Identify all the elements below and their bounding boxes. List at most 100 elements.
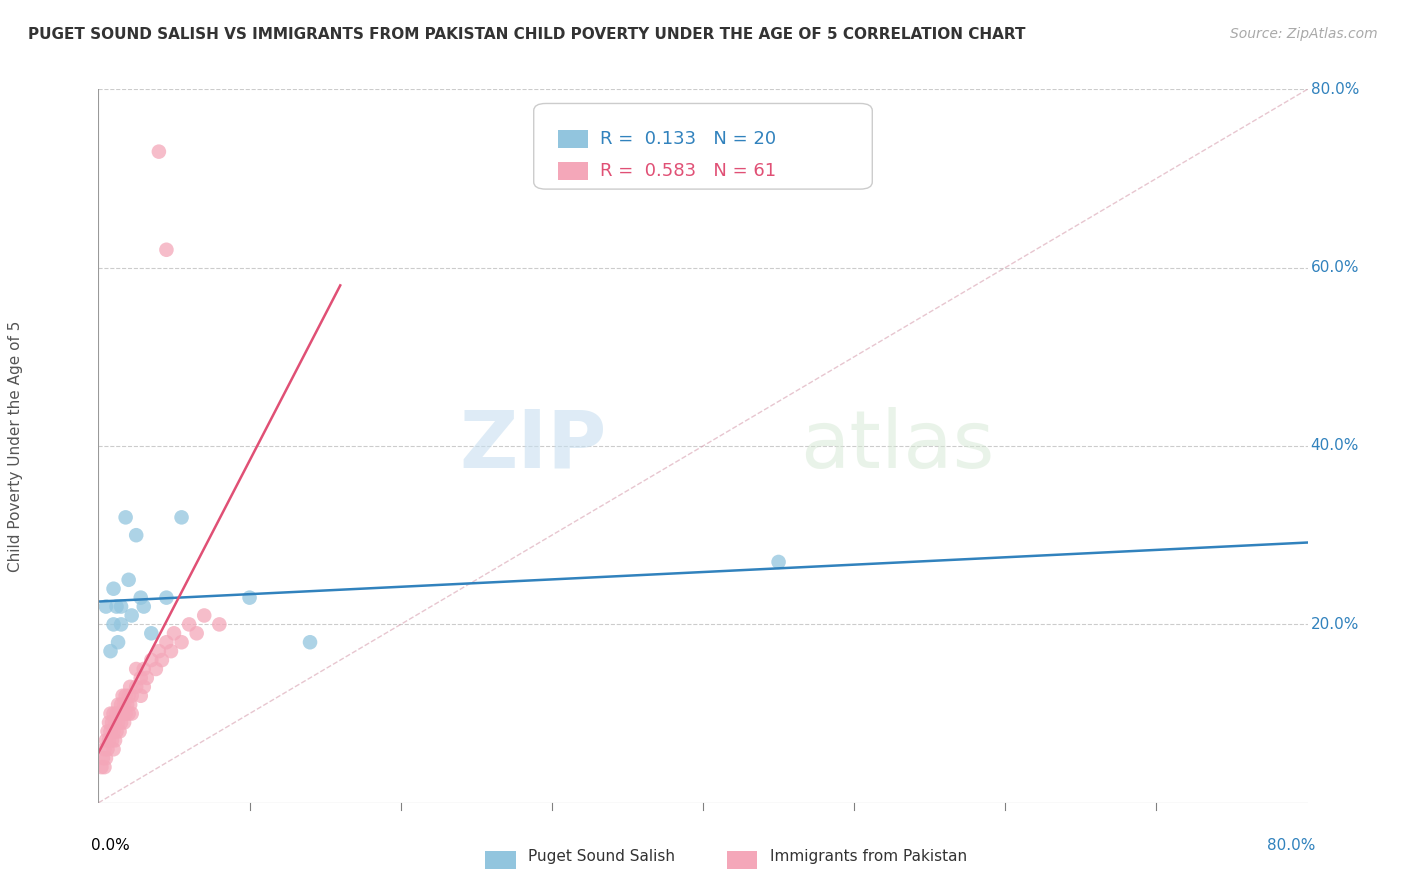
Point xyxy=(125,528,148,542)
Point xyxy=(98,733,121,747)
Text: 60.0%: 60.0% xyxy=(1310,260,1360,275)
Bar xyxy=(485,851,516,869)
Point xyxy=(239,591,262,605)
Point xyxy=(132,599,155,614)
Point xyxy=(107,635,129,649)
Bar xyxy=(727,851,758,869)
Point xyxy=(129,689,152,703)
Point xyxy=(141,653,163,667)
Point xyxy=(186,626,208,640)
Point xyxy=(105,599,128,614)
Point xyxy=(120,698,142,712)
Point xyxy=(768,555,790,569)
Point xyxy=(155,591,177,605)
Bar xyxy=(558,162,588,180)
Point xyxy=(135,671,157,685)
Point xyxy=(120,680,142,694)
Point xyxy=(103,582,125,596)
Point xyxy=(107,698,129,712)
Point xyxy=(170,510,193,524)
Point xyxy=(114,510,136,524)
Point xyxy=(96,724,118,739)
Point xyxy=(93,760,115,774)
Point xyxy=(103,706,125,721)
Point xyxy=(100,706,122,721)
Point xyxy=(105,706,128,721)
Text: ZIP: ZIP xyxy=(458,407,606,485)
Point xyxy=(160,644,183,658)
Point xyxy=(170,635,193,649)
Point xyxy=(114,689,136,703)
Point xyxy=(155,243,177,257)
Point xyxy=(108,706,131,721)
Text: atlas: atlas xyxy=(800,407,994,485)
Point xyxy=(103,617,125,632)
Point xyxy=(299,635,322,649)
Point xyxy=(193,608,215,623)
Point xyxy=(129,591,152,605)
Point xyxy=(141,626,163,640)
Point xyxy=(93,742,115,756)
Point xyxy=(100,644,122,658)
Point xyxy=(110,599,132,614)
Point xyxy=(98,715,121,730)
Point xyxy=(104,733,127,747)
Point xyxy=(112,698,135,712)
Point xyxy=(129,671,152,685)
Point xyxy=(110,698,132,712)
Point xyxy=(96,742,118,756)
Point xyxy=(105,724,128,739)
Text: Puget Sound Salish: Puget Sound Salish xyxy=(527,849,675,863)
Point xyxy=(145,662,167,676)
Point xyxy=(148,644,170,658)
Point xyxy=(115,698,138,712)
Point xyxy=(110,617,132,632)
FancyBboxPatch shape xyxy=(534,103,872,189)
Point xyxy=(148,145,170,159)
Point xyxy=(111,689,134,703)
Bar xyxy=(558,130,588,148)
Text: 20.0%: 20.0% xyxy=(1310,617,1360,632)
Point xyxy=(90,760,112,774)
Point xyxy=(94,733,117,747)
Text: Child Poverty Under the Age of 5: Child Poverty Under the Age of 5 xyxy=(8,320,22,572)
Point xyxy=(132,662,155,676)
Point xyxy=(108,724,131,739)
Point xyxy=(125,662,148,676)
Text: R =  0.133   N = 20: R = 0.133 N = 20 xyxy=(600,130,776,148)
Point xyxy=(121,706,143,721)
Point xyxy=(132,680,155,694)
Point xyxy=(101,733,124,747)
Point xyxy=(114,706,136,721)
Text: Immigrants from Pakistan: Immigrants from Pakistan xyxy=(769,849,967,863)
Point xyxy=(150,653,173,667)
Point xyxy=(100,724,122,739)
Text: PUGET SOUND SALISH VS IMMIGRANTS FROM PAKISTAN CHILD POVERTY UNDER THE AGE OF 5 : PUGET SOUND SALISH VS IMMIGRANTS FROM PA… xyxy=(28,27,1025,42)
Point xyxy=(91,751,114,765)
Point xyxy=(121,689,143,703)
Text: 0.0%: 0.0% xyxy=(91,838,129,854)
Point xyxy=(121,608,143,623)
Point xyxy=(94,751,117,765)
Point xyxy=(103,724,125,739)
Point xyxy=(208,617,231,632)
Text: 40.0%: 40.0% xyxy=(1310,439,1360,453)
Point xyxy=(125,680,148,694)
Point xyxy=(155,635,177,649)
Point xyxy=(103,742,125,756)
Point xyxy=(104,715,127,730)
Point xyxy=(118,573,141,587)
Point xyxy=(107,715,129,730)
Point xyxy=(110,715,132,730)
Text: 80.0%: 80.0% xyxy=(1267,838,1315,854)
Point xyxy=(111,706,134,721)
Point xyxy=(118,706,141,721)
Text: R =  0.583   N = 61: R = 0.583 N = 61 xyxy=(600,162,776,180)
Point xyxy=(101,715,124,730)
Point xyxy=(118,689,141,703)
Point xyxy=(177,617,201,632)
Point xyxy=(94,599,117,614)
Text: Source: ZipAtlas.com: Source: ZipAtlas.com xyxy=(1230,27,1378,41)
Point xyxy=(112,715,135,730)
Text: 80.0%: 80.0% xyxy=(1310,82,1360,96)
